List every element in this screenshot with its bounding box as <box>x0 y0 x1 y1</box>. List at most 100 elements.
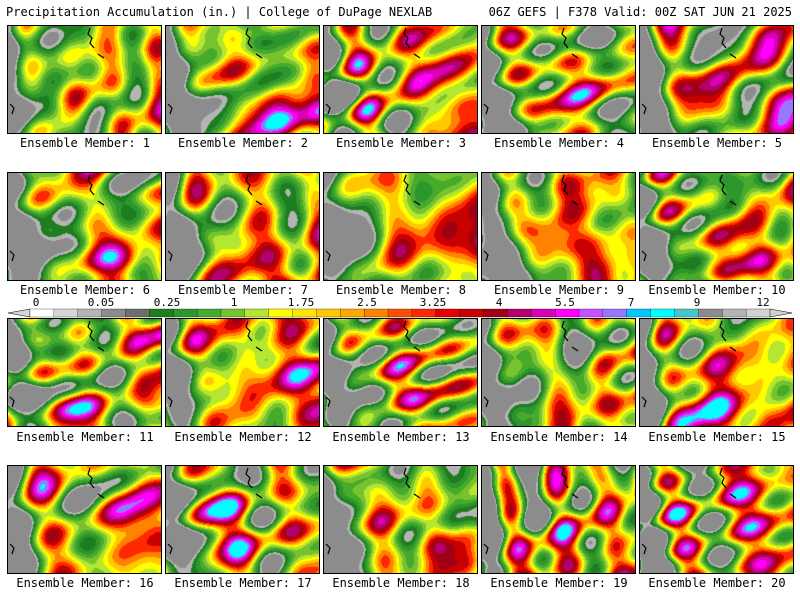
coastline-outline <box>167 174 263 262</box>
precip-field <box>482 173 635 280</box>
precip-field <box>640 466 793 573</box>
precip-field <box>166 319 319 426</box>
ensemble-member-label: Ensemble Member: 14 <box>490 430 628 444</box>
precip-field <box>640 319 793 426</box>
colorbar-swatch <box>531 308 556 318</box>
ensemble-member-label: Ensemble Member: 3 <box>335 136 467 150</box>
ensemble-member-label: Ensemble Member: 6 <box>19 283 151 297</box>
ensemble-member-map <box>323 465 478 574</box>
colorbar-swatch <box>316 308 341 318</box>
colorbar-tick-label: 9 <box>693 296 701 309</box>
ensemble-member-map <box>481 318 636 427</box>
coastline-outline <box>167 27 263 115</box>
precip-field <box>482 466 635 573</box>
colorbar-tick-label: 2.5 <box>357 296 377 309</box>
ensemble-member-map <box>7 172 162 281</box>
colorbar-max-arrow <box>769 308 793 318</box>
colorbar-swatch <box>125 308 150 318</box>
ensemble-member-map <box>639 25 794 134</box>
ensemble-member-map <box>165 172 320 281</box>
ensemble-member-map <box>165 318 320 427</box>
colorbar-swatch <box>53 308 79 318</box>
precip-field <box>640 173 793 280</box>
ensemble-member-map <box>7 25 162 134</box>
colorbar-swatch <box>340 308 365 318</box>
colorbar-swatch <box>459 308 484 318</box>
precip-field <box>8 466 161 573</box>
coastline-outline <box>483 320 579 408</box>
colorbar-swatch <box>507 308 532 318</box>
ensemble-member-label: Ensemble Member: 1 <box>19 136 151 150</box>
ensemble-member-label: Ensemble Member: 16 <box>16 576 154 590</box>
colorbar-tick-label: 0 <box>32 296 40 309</box>
colorbar-swatch <box>149 308 174 318</box>
coastline-outline <box>483 467 579 555</box>
colorbar-swatch <box>602 308 628 318</box>
ensemble-member-label: Ensemble Member: 19 <box>490 576 628 590</box>
ensemble-member-map <box>165 25 320 134</box>
precip-field <box>482 26 635 133</box>
coastline-outline <box>325 320 421 408</box>
ensemble-member-label: Ensemble Member: 15 <box>648 430 786 444</box>
ensemble-member-label: Ensemble Member: 18 <box>332 576 470 590</box>
coastline-outline <box>325 467 421 555</box>
precip-field <box>324 26 477 133</box>
ensemble-member-map <box>639 318 794 427</box>
colorbar-swatch <box>29 308 55 318</box>
colorbar-tick-label: 5.5 <box>555 296 575 309</box>
colorbar-swatch <box>411 308 437 318</box>
coastline-outline <box>9 174 105 262</box>
colorbar-swatch <box>578 308 604 318</box>
coastline-outline <box>9 467 105 555</box>
ensemble-member-map <box>7 318 162 427</box>
colorbar-tick-label: 7 <box>627 296 635 309</box>
colorbar-swatch <box>650 308 675 318</box>
colorbar-tick-label: 0.25 <box>153 296 181 309</box>
ensemble-member-map <box>7 465 162 574</box>
ensemble-member-map <box>481 465 636 574</box>
colorbar-swatch <box>626 308 652 318</box>
coastline-outline <box>641 320 737 408</box>
colorbar-tick-label: 4 <box>495 296 503 309</box>
colorbar-swatch <box>292 308 317 318</box>
colorbar-swatch <box>244 308 270 318</box>
ensemble-member-label: Ensemble Member: 17 <box>174 576 312 590</box>
precip-field <box>166 173 319 280</box>
ensemble-member-label: Ensemble Member: 4 <box>493 136 625 150</box>
precip-field <box>324 173 477 280</box>
ensemble-member-label: Ensemble Member: 20 <box>648 576 786 590</box>
ensemble-member-label: Ensemble Member: 12 <box>174 430 312 444</box>
colorbar-swatch <box>268 308 294 318</box>
colorbar-tick-label: 3.25 <box>419 296 447 309</box>
colorbar-swatch <box>173 308 198 318</box>
coastline-outline <box>483 27 579 115</box>
colorbar-swatch <box>555 308 580 318</box>
chart-title: Precipitation Accumulation (in.) | Colle… <box>6 5 433 19</box>
precip-field <box>166 26 319 133</box>
ensemble-member-label: Ensemble Member: 10 <box>648 283 786 297</box>
coastline-outline <box>641 467 737 555</box>
ensemble-member-map <box>165 465 320 574</box>
colorbar-swatch <box>435 308 461 318</box>
precip-field <box>324 319 477 426</box>
coastline-outline <box>325 27 421 115</box>
colorbar-tick-label: 1.75 <box>287 296 315 309</box>
ensemble-member-map <box>639 465 794 574</box>
coastline-outline <box>325 174 421 262</box>
precip-field <box>482 319 635 426</box>
ensemble-member-label: Ensemble Member: 7 <box>177 283 309 297</box>
coastline-outline <box>483 174 579 262</box>
precip-field <box>8 319 161 426</box>
ensemble-member-label: Ensemble Member: 11 <box>16 430 154 444</box>
ensemble-member-label: Ensemble Member: 9 <box>493 283 625 297</box>
ensemble-member-label: Ensemble Member: 13 <box>332 430 470 444</box>
colorbar-swatch <box>220 308 246 318</box>
ensemble-member-map <box>481 172 636 281</box>
precip-field <box>640 26 793 133</box>
precip-field <box>166 466 319 573</box>
coastline-outline <box>9 320 105 408</box>
colorbar-swatch <box>101 308 126 318</box>
ensemble-member-map <box>639 172 794 281</box>
precip-field <box>8 26 161 133</box>
colorbar-swatch <box>674 308 699 318</box>
